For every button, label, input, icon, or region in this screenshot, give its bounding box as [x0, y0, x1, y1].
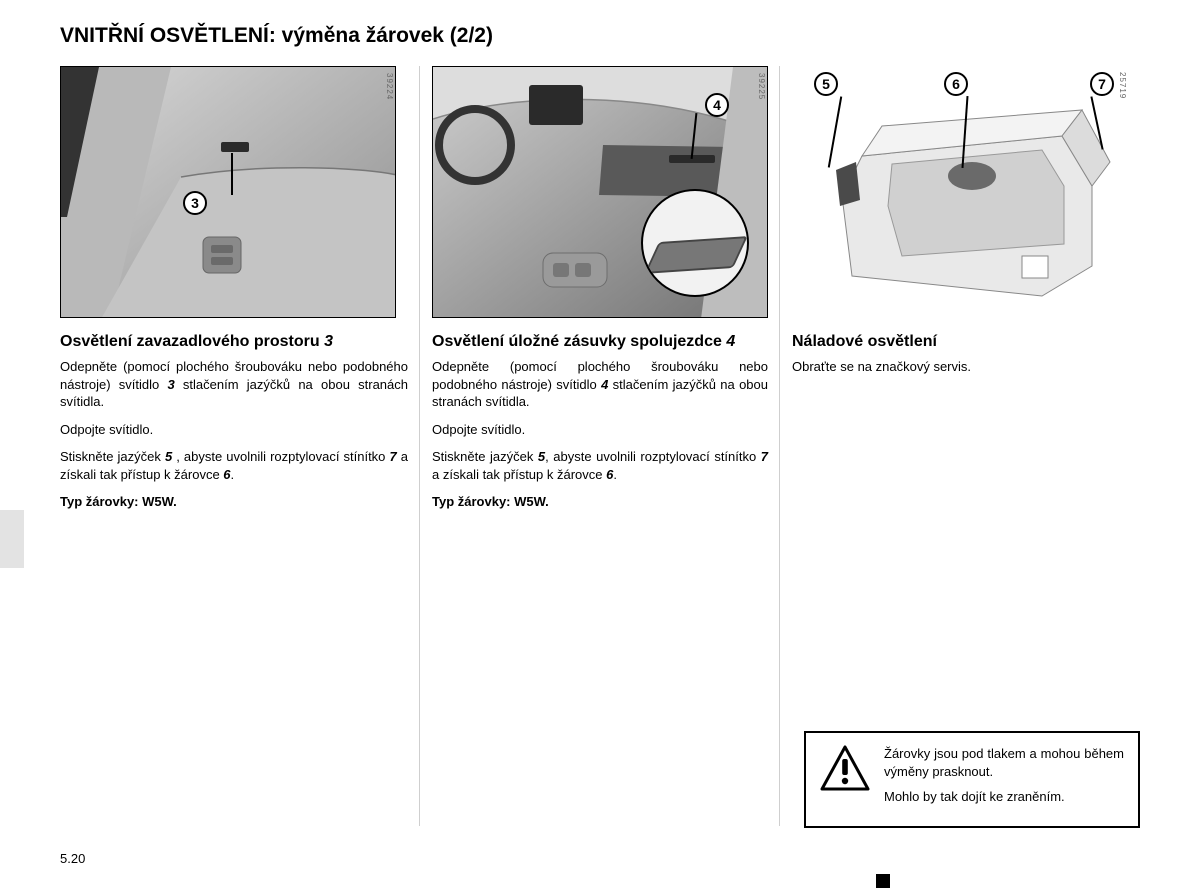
n: 6	[223, 467, 230, 482]
col2-p3: Stiskněte jazýček 5, abyste uvolnili roz…	[432, 448, 768, 483]
leader-3	[231, 153, 233, 195]
manual-page: VNITŘNÍ OSVĚTLENÍ: výměna žárovek (2/2) …	[0, 0, 1200, 521]
t: , abyste uvolnili rozptylovací stínítko	[172, 449, 389, 464]
col1-p1: Odepněte (pomocí plochého šroubováku neb…	[60, 358, 408, 411]
figure-boot-light: 39224	[60, 66, 396, 318]
col3-p1: Obraťte se na značkový servis.	[792, 358, 1128, 376]
column-2: 39225	[420, 66, 780, 521]
callout-4: 4	[705, 93, 729, 117]
col2-heading-text: Osvětlení úložné zásuvky spolujezdce	[432, 333, 726, 350]
t: .	[613, 467, 617, 482]
figure-boot-svg	[61, 67, 396, 318]
t: .	[231, 467, 235, 482]
t: , abyste uvolnili rozptylovací stínítko	[545, 449, 761, 464]
columns: 39224	[60, 66, 1140, 521]
page-number: 5.20	[60, 851, 85, 866]
col1-bulb: Typ žárovky: W5W.	[60, 493, 408, 511]
figure-code: 25719	[1118, 72, 1127, 99]
t: a získali tak přístup k žárovce	[432, 467, 606, 482]
col1-heading: Osvětlení zavazadlového prostoru 3	[60, 332, 408, 352]
inset-detail	[641, 189, 749, 297]
figure-lamp-svg	[792, 66, 1128, 318]
n: 7	[761, 449, 768, 464]
t: Stiskněte jazýček	[432, 449, 538, 464]
warning-line1: Žárovky jsou pod tlakem a mohou během vý…	[884, 745, 1124, 780]
col1-heading-text: Osvětlení zavazadlového prostoru	[60, 333, 324, 350]
col2-heading: Osvětlení úložné zásuvky spolujezdce 4	[432, 332, 768, 352]
callout-3: 3	[183, 191, 207, 215]
callout-5: 5	[814, 72, 838, 96]
figure-glovebox: 39225	[432, 66, 768, 318]
col1-p3: Stiskněte jazýček 5 , abyste uvolnili ro…	[60, 448, 408, 483]
col2-heading-num: 4	[726, 333, 735, 350]
column-3: 25719	[780, 66, 1140, 521]
n: 3	[167, 377, 174, 392]
warning-text: Žárovky jsou pod tlakem a mohou během vý…	[884, 745, 1124, 814]
col2-p2: Odpojte svítidlo.	[432, 421, 768, 439]
n: 7	[389, 449, 396, 464]
t: Stiskněte jazýček	[60, 449, 165, 464]
col3-heading: Náladové osvětlení	[792, 332, 1128, 352]
callout-6: 6	[944, 72, 968, 96]
figure-code: 39225	[757, 73, 766, 100]
callout-7: 7	[1090, 72, 1114, 96]
col2-p1: Odepněte (pomocí plochého šroubováku neb…	[432, 358, 768, 411]
inset-light-unit	[644, 236, 748, 274]
warning-icon	[820, 745, 870, 791]
figure-code: 39224	[385, 73, 394, 100]
col1-heading-num: 3	[324, 333, 333, 350]
col2-bulb: Typ žárovky: W5W.	[432, 493, 768, 511]
crop-mark	[876, 874, 890, 888]
figure-lamp-unit: 25719	[792, 66, 1128, 318]
section-thumb-tab	[0, 510, 24, 568]
col1-p2: Odpojte svítidlo.	[60, 421, 408, 439]
warning-line2: Mohlo by tak dojít ke zraněním.	[884, 788, 1124, 806]
warning-box: Žárovky jsou pod tlakem a mohou během vý…	[804, 731, 1140, 828]
page-title: VNITŘNÍ OSVĚTLENÍ: výměna žárovek (2/2)	[60, 24, 1140, 48]
column-1: 39224	[60, 66, 420, 521]
